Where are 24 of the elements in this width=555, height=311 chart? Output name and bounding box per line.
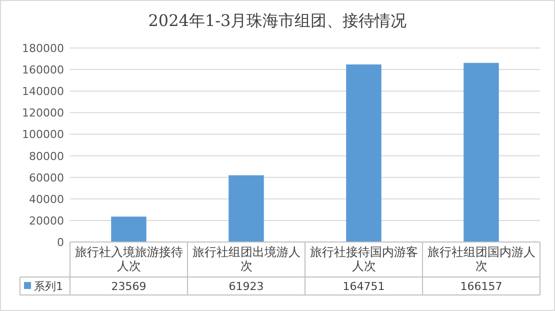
- bar: [346, 64, 382, 242]
- bar: [111, 216, 146, 242]
- data-label: 61923: [228, 280, 264, 293]
- data-label: 164751: [342, 280, 385, 293]
- y-tick-label: 140000: [22, 85, 64, 98]
- legend-label: 系列1: [34, 280, 63, 293]
- y-tick-label: 40000: [29, 192, 64, 206]
- x-tick-label: 旅行社接待国内游客人次: [310, 245, 418, 273]
- bar: [228, 175, 264, 242]
- y-tick-label: 80000: [29, 150, 64, 163]
- y-tick-label: 100000: [22, 128, 64, 142]
- y-tick-label: 160000: [22, 64, 64, 77]
- data-label: 23569: [111, 280, 146, 293]
- y-tick-label: 60000: [29, 171, 64, 184]
- x-tick-label: 旅行社入境旅游接待人次: [74, 245, 183, 273]
- bar: [464, 62, 499, 242]
- x-tick-label: 旅行社组团出境游人次: [192, 245, 300, 273]
- y-tick-label: 20000: [29, 214, 64, 228]
- x-tick-label: 旅行社组团国内游人次: [427, 245, 536, 273]
- y-tick-label: 0: [57, 236, 64, 249]
- y-tick-label: 120000: [22, 106, 64, 120]
- data-label: 166157: [460, 280, 502, 293]
- chart-title: 2024年1-3月珠海市组团、接待情况: [148, 11, 407, 30]
- y-tick-label: 180000: [22, 42, 64, 55]
